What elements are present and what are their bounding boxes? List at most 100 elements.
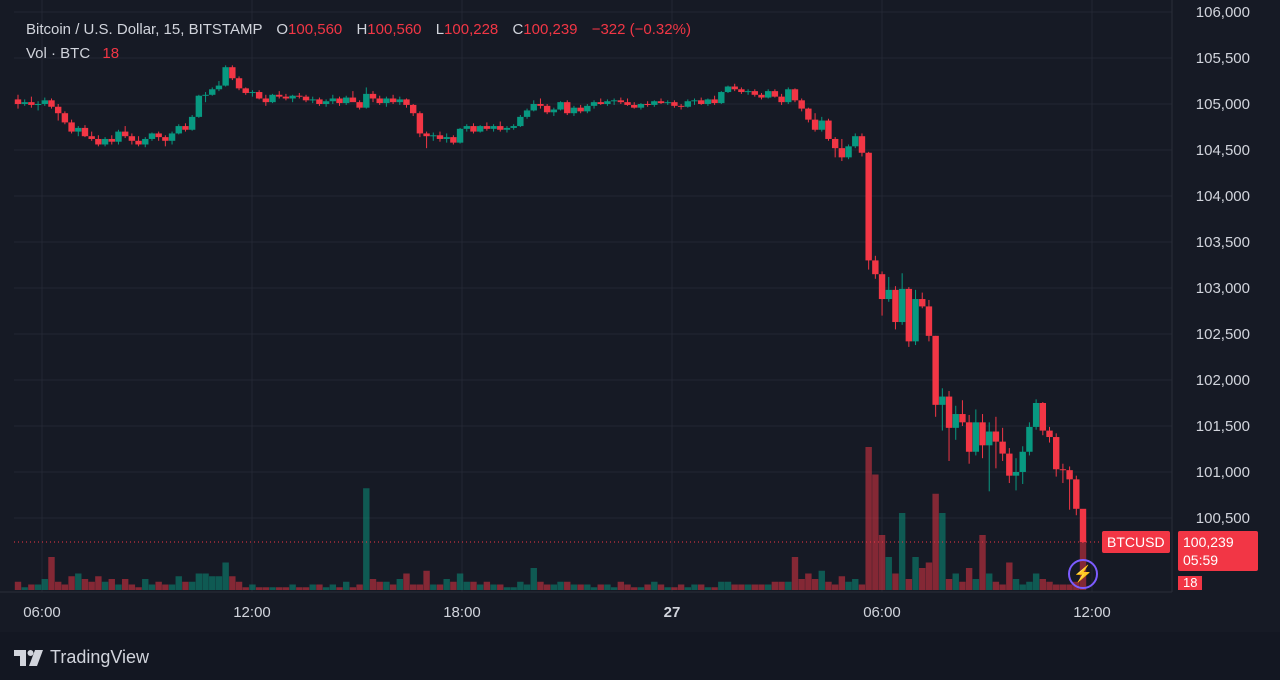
volume-bar [878,535,886,590]
candle-body [965,422,973,452]
volume-bar [403,573,410,590]
candle-body [182,126,189,130]
volume-bar [162,584,169,590]
volume-bar [664,587,671,590]
volume-bar [939,513,946,590]
volume-bar [222,562,229,590]
candle-body [28,102,35,105]
volume-bar [155,581,162,590]
candle-body [497,126,504,130]
candle-body [664,102,671,104]
volume-bar [115,584,122,590]
volume-bar [999,584,1006,590]
candle-body [1053,437,1060,470]
candle-body [805,108,812,120]
candle-body [892,289,899,323]
volume-bar [1053,584,1060,590]
volume-bar [54,581,62,590]
volume-bar [329,584,337,590]
volume-bar [1006,562,1013,590]
volume-legend: Vol · BTC 18 [26,45,119,62]
candle-body [1032,403,1040,427]
volume-bar [135,587,142,590]
candle-body [41,100,48,104]
candle-body [343,97,350,104]
candle-body [610,100,618,102]
tradingview-logo[interactable]: TradingView [14,647,149,668]
volume-bar [885,557,892,590]
volume-bar [764,584,772,590]
candle-body [711,99,718,104]
volume-bar [932,493,939,590]
volume-bar [476,584,484,590]
volume-bar [811,579,819,590]
volume-bar [416,584,424,590]
candle-body [550,109,558,113]
volume-bar [651,581,658,590]
candle-body [838,148,846,158]
volume-bar [396,579,403,590]
candle-body [999,441,1006,454]
volume-bar [1046,581,1053,590]
low-value: 100,228 [444,21,499,38]
candle-body [885,289,892,300]
candle-body [470,126,477,132]
candle-body [1059,469,1067,471]
volume-bar [41,579,48,590]
lightning-sparkle-icon[interactable]: ⚡ [1068,559,1098,589]
candle-body [543,105,551,113]
chart-area[interactable]: 100,500 101,000 101,500 102,000 102,500 103,0… [0,0,1280,632]
candle-body [530,104,537,111]
volume-bar [101,581,109,590]
close-label: C [512,21,524,38]
candle-body [564,102,571,114]
candle-body [416,113,424,134]
volume-bar [14,581,22,590]
candle-body [95,138,102,145]
candle-body [791,89,799,101]
volume-bar [262,587,270,590]
volume-bar [624,584,631,590]
candlestick-chart[interactable]: 100,500 101,000 101,500 102,000 102,500 103,0… [0,0,1280,632]
candle-body [503,127,511,130]
candle-body [389,98,397,103]
candle-body [677,105,685,107]
volume-bar [905,579,913,590]
volume-bar [564,581,571,590]
candle-body [972,422,980,452]
candle-body [932,335,939,405]
candle-body [356,102,363,108]
candle-body [188,116,196,130]
volume-bar [443,579,450,590]
candle-body [209,89,216,95]
volume-bar [691,584,698,590]
volume-bar [229,576,236,590]
volume-bar [376,581,383,590]
candle-body [617,100,625,103]
volume-bar [343,581,350,590]
ticker-label-tag: BTCUSD [1102,531,1170,553]
candle-body [818,120,825,130]
candle-body [691,100,698,102]
candle-body [1046,430,1053,438]
volume-bar [751,584,758,590]
x-tick-label: 06:00 [863,604,901,621]
high-value: 100,560 [367,21,422,38]
volume-bar [356,584,363,590]
candle-body [101,138,109,145]
volume-bar [919,568,926,590]
volume-bar [34,584,42,590]
volume-bar [637,587,645,590]
candle-body [423,133,430,137]
candle-body [992,431,1000,442]
candle-body [430,135,437,137]
volume-bar [510,587,517,590]
candle-body [738,89,745,93]
candle-body [939,396,946,405]
candle-body [14,99,22,104]
candle-body [148,133,156,139]
volume-bar [48,557,55,590]
volume-bar [718,581,725,590]
volume-bar [517,581,524,590]
volume-bar [108,579,115,590]
